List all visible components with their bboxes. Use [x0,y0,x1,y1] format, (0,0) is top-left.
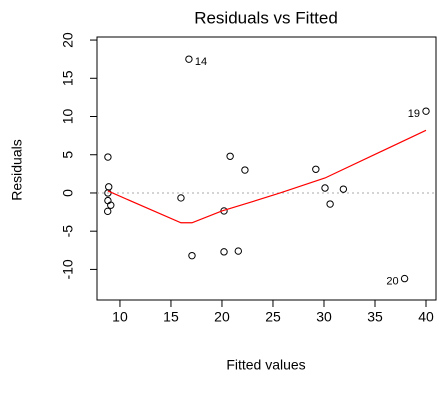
point [105,183,113,191]
y-tick-label: 5 [60,151,76,159]
point [185,55,193,63]
x-tick-label: 15 [163,309,179,325]
y-tick-label: 20 [60,32,76,48]
y-tick-label: 15 [60,70,76,86]
plot-frame [96,36,437,301]
point [400,274,409,283]
smooth-line [107,129,427,224]
y-tick-label: -10 [60,259,76,279]
point [177,194,185,202]
point-label: 14 [195,56,207,68]
x-tick-label: 35 [367,309,383,325]
y-tick-label: 10 [60,109,76,125]
point [339,185,348,193]
x-tick-label: 20 [214,309,230,325]
y-tick-label: -5 [60,225,76,238]
point [241,166,249,174]
point [188,251,196,260]
point [234,247,242,255]
point [326,200,334,208]
x-axis-label: Fitted values [226,357,305,373]
y-tick-label: 0 [60,189,76,197]
point [312,165,320,173]
y-axis-label: Residuals [9,139,25,200]
x-tick-label: 30 [316,309,332,325]
point-label: 20 [386,275,398,287]
point [107,201,115,209]
point [226,152,234,160]
point [422,107,430,115]
point [321,184,329,192]
chart-title: Residuals vs Fitted [194,8,338,27]
point-label: 19 [408,108,420,120]
x-tick-label: 10 [112,309,128,325]
point [104,153,112,161]
x-tick-label: 40 [418,309,434,325]
point [104,207,112,216]
x-tick-label: 25 [265,309,281,325]
point [220,248,228,256]
